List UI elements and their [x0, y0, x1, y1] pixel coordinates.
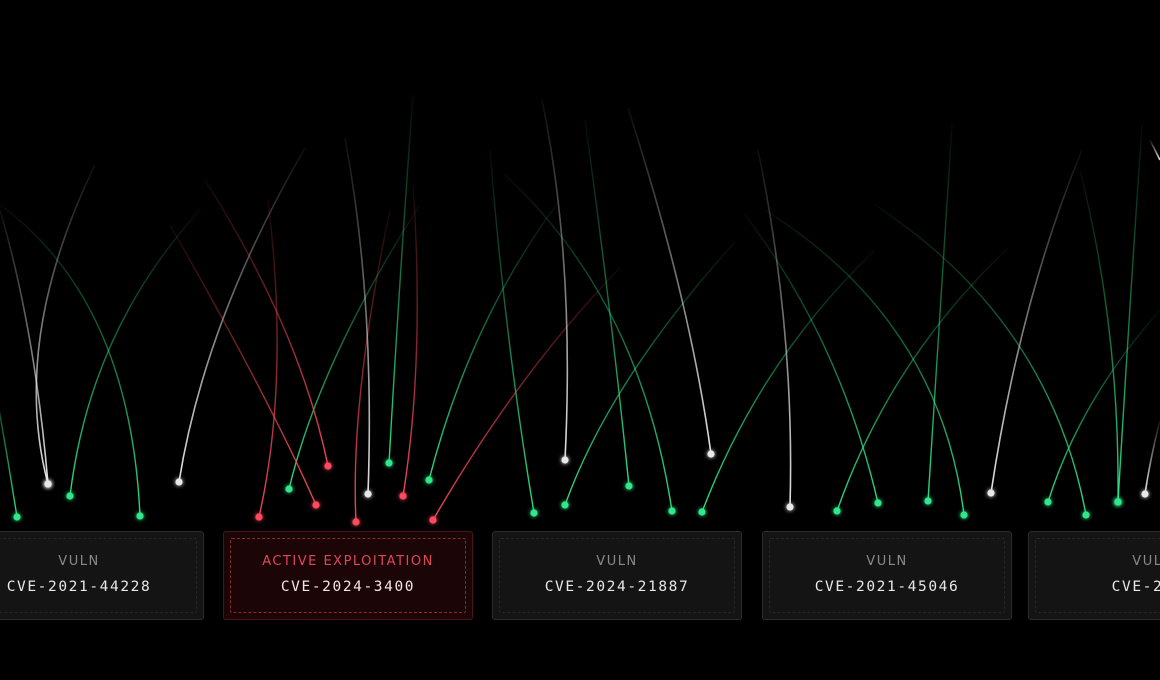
endpoint-dot: [530, 509, 538, 517]
card-dashed-border: [230, 538, 466, 613]
endpoint-dot: [255, 513, 263, 521]
connection-line: [1047, 309, 1160, 503]
connection-line: [178, 147, 306, 483]
endpoint-dot: [175, 478, 183, 486]
card-dashed-border: [1035, 538, 1160, 613]
connection-line: [354, 209, 391, 523]
endpoint-dot: [960, 511, 968, 519]
vuln-card[interactable]: VULN CVE-2023: [1028, 531, 1160, 620]
connection-line: [584, 119, 630, 487]
connection-line: [564, 241, 736, 506]
endpoint-layer: [13, 450, 1149, 526]
connection-line: [0, 209, 49, 485]
card-label: VULN: [596, 554, 638, 569]
connection-line: [701, 249, 876, 513]
connection-line: [204, 179, 329, 467]
connection-line: [432, 267, 621, 521]
endpoint-dot: [429, 516, 437, 524]
active-exploitation-card[interactable]: ACTIVE EXPLOITATION CVE-2024-3400: [223, 531, 473, 620]
card-dashed-border: [499, 538, 735, 613]
connection-line: [1079, 169, 1119, 503]
vuln-card[interactable]: VULN CVE-2021-45046: [762, 531, 1012, 620]
connection-line: [169, 224, 317, 506]
endpoint-dot: [352, 518, 360, 526]
endpoint-dot: [874, 499, 882, 507]
endpoint-dot: [385, 459, 393, 467]
connection-line: [0, 204, 141, 517]
card-cve-id: CVE-2021-44228: [6, 579, 152, 595]
connection-line: [836, 247, 1009, 512]
connection-line: [764, 209, 965, 516]
connection-line: [0, 410, 18, 518]
connection-line: [258, 199, 278, 518]
card-cve-id: CVE-2024-3400: [280, 579, 416, 595]
connection-line: [1149, 139, 1160, 161]
card-label: ACTIVE EXPLOITATION: [262, 554, 434, 569]
connection-line: [990, 149, 1083, 494]
connection-line: [388, 94, 414, 464]
card-label: VULN: [1132, 554, 1160, 569]
connection-line: [627, 107, 712, 455]
connection-line: [69, 209, 201, 497]
endpoint-dot: [698, 508, 706, 516]
card-cve-id: CVE-2023: [1111, 579, 1160, 595]
endpoint-dot: [833, 507, 841, 515]
card-dashed-border: [0, 538, 197, 613]
endpoint-dot: [1082, 511, 1090, 519]
endpoint-dot: [987, 489, 995, 497]
card-label: VULN: [58, 554, 100, 569]
connection-line: [1144, 419, 1160, 495]
endpoint-dot: [625, 482, 633, 490]
endpoint-dot: [136, 512, 144, 520]
card-dashed-border: [769, 538, 1005, 613]
connection-line: [874, 204, 1087, 516]
connection-line: [35, 164, 96, 485]
connection-line: [541, 99, 569, 461]
card-cve-id: CVE-2024-21887: [544, 579, 690, 595]
card-label: VULN: [866, 554, 908, 569]
endpoint-dot: [1044, 498, 1052, 506]
vuln-card[interactable]: VULN CVE-2024-21887: [492, 531, 742, 620]
connection-line: [757, 149, 792, 508]
endpoint-dot: [924, 497, 932, 505]
endpoint-dot: [1141, 490, 1149, 498]
connection-line: [344, 137, 371, 495]
endpoint-dot: [13, 513, 21, 521]
endpoint-dot: [425, 476, 433, 484]
endpoint-dot: [66, 492, 74, 500]
card-cve-id: CVE-2021-45046: [814, 579, 960, 595]
endpoint-dot: [561, 501, 569, 509]
endpoint-dot: [324, 462, 332, 470]
connection-line: [288, 204, 421, 490]
connection-line: [428, 199, 561, 481]
connection-line: [489, 149, 535, 514]
connection-line: [744, 214, 879, 504]
curve-layer: [0, 94, 1160, 523]
connection-line: [927, 124, 953, 502]
endpoint-dot: [399, 492, 407, 500]
vuln-card[interactable]: VULN CVE-2021-44228: [0, 531, 204, 620]
endpoint-dot: [312, 501, 320, 509]
endpoint-dot: [561, 456, 569, 464]
endpoint-dot: [668, 507, 676, 515]
endpoint-dot: [1114, 498, 1122, 506]
endpoint-dot: [364, 490, 372, 498]
connection-line: [504, 174, 673, 512]
endpoint-dot: [285, 485, 293, 493]
endpoint-dot: [44, 480, 52, 488]
connection-line: [1117, 124, 1143, 503]
connection-line: [402, 184, 418, 497]
endpoint-dot: [786, 503, 794, 511]
endpoint-dot: [707, 450, 715, 458]
